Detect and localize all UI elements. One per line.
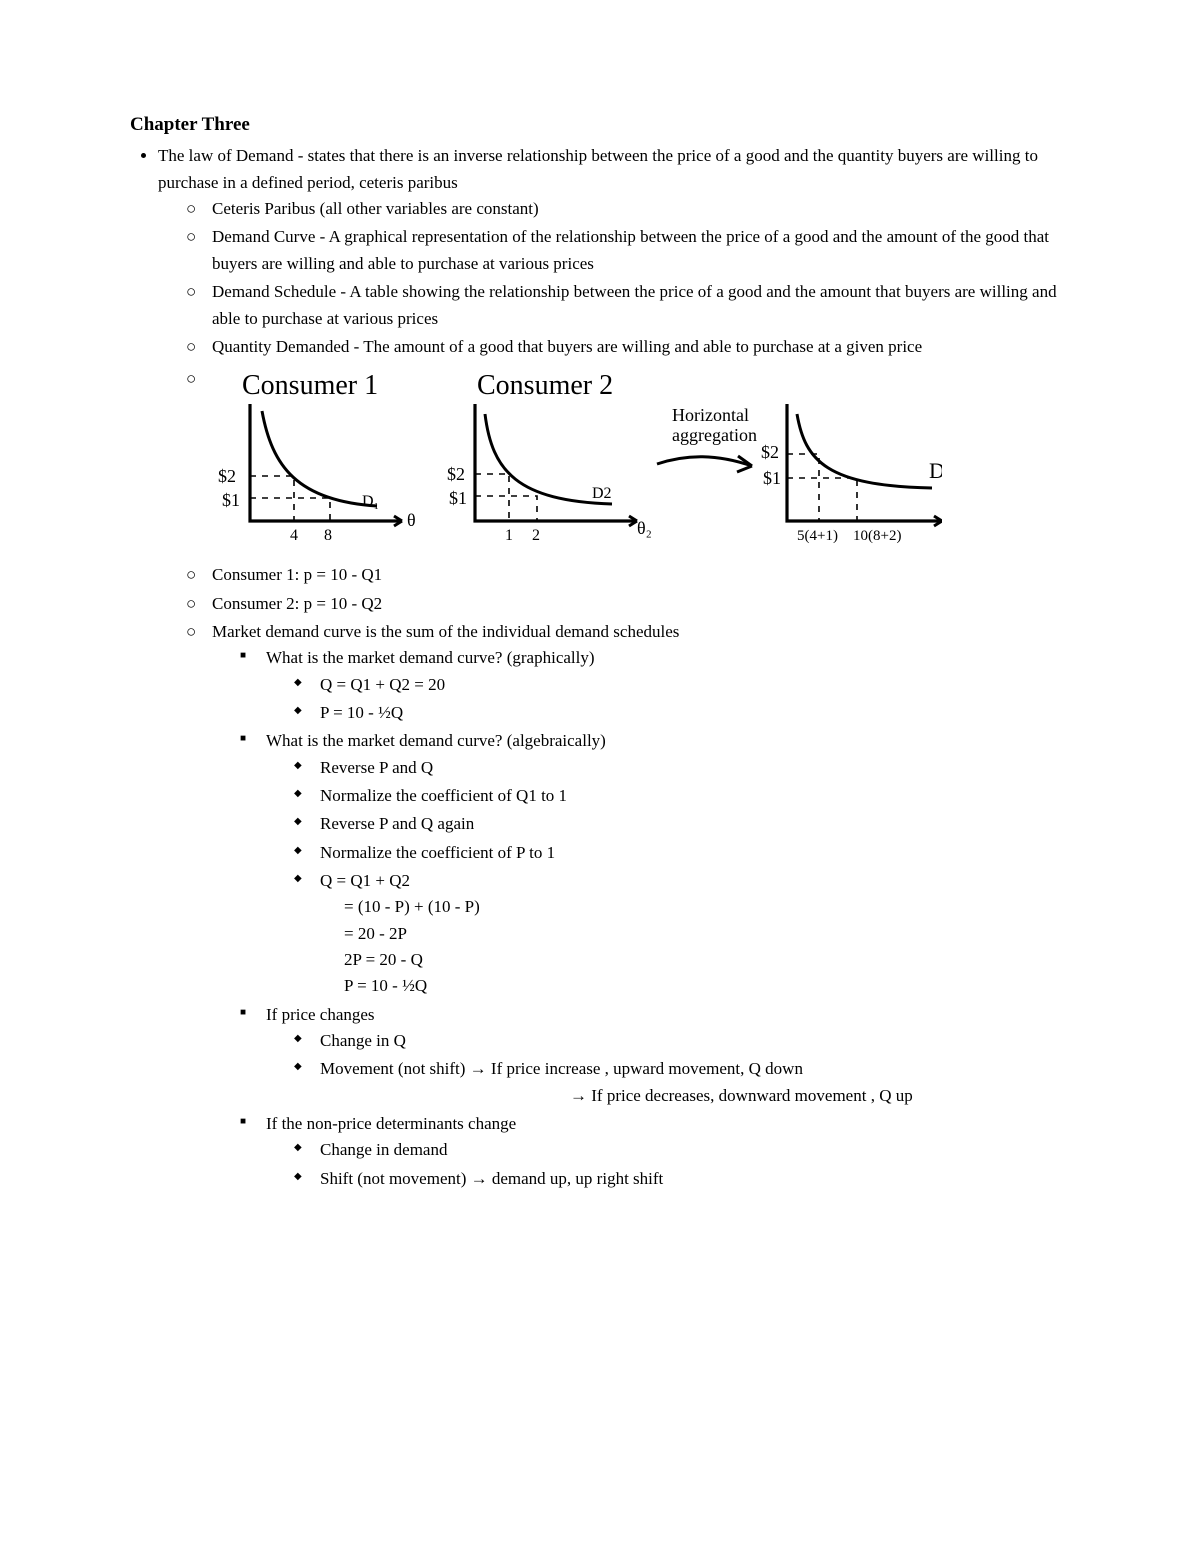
sketch-market: D $2 $1 5(4+1) 10(8+2) (761, 404, 942, 544)
mg-eq-1: Q = Q1 + Q2 = 20 (320, 675, 445, 694)
sketch-c1-title: Consumer 1 (242, 370, 378, 401)
demand-schedule-text: Demand Schedule - A table showing the re… (212, 282, 1057, 327)
l4-item: Normalize the coefficient of Q1 to 1 (320, 783, 1070, 809)
l3-item: What is the market demand curve? (graphi… (266, 645, 1070, 726)
sketch-c2-title: Consumer 2 (477, 370, 613, 401)
mg-eq-2: P = 10 - ½Q (320, 703, 403, 722)
l2-item: Ceteris Paribus (all other variables are… (212, 196, 1070, 222)
sketch-c1-guide-2 (250, 498, 330, 521)
sketch-c2-p1: $1 (449, 488, 467, 508)
sketch-c2-guide-2 (475, 496, 537, 521)
pc-movement-up: Movement (not shift) → If price increase… (320, 1059, 803, 1078)
sketch-c1-d-label: D₁ (362, 493, 379, 510)
sketch-c1-p2: $2 (218, 466, 236, 486)
l4-item: Change in demand (320, 1137, 1070, 1163)
ma-eq-a: = (10 - P) + (10 - P) (344, 894, 1070, 920)
pc-movement-down: → If price decreases, downward movement … (320, 1083, 1070, 1109)
quantity-demanded-text: Quantity Demanded - The amount of a good… (212, 337, 922, 356)
sketch-c2-qsym: θ₂ (637, 518, 652, 538)
bullet-list-l4: Q = Q1 + Q2 = 20 P = 10 - ½Q (320, 672, 1070, 727)
l4-item: Q = Q1 + Q2 = (10 - P) + (10 - P) = 20 -… (320, 868, 1070, 1000)
sketch-c1-p1: $1 (222, 490, 240, 510)
document-page: Chapter Three The law of Demand - states… (0, 0, 1200, 1553)
l3-item: What is the market demand curve? (algebr… (266, 728, 1070, 999)
sketch-c2-d-label: D2 (592, 485, 612, 502)
ma-step-2: Normalize the coefficient of Q1 to 1 (320, 786, 567, 805)
l4-item: Change in Q (320, 1028, 1070, 1054)
l4-item: Normalize the coefficient of P to 1 (320, 840, 1070, 866)
l4-item: Shift (not movement) → demand up, up rig… (320, 1166, 1070, 1192)
ma-eq-c: 2P = 20 - Q (344, 947, 1070, 973)
sketch-ha-label-2: aggregation (672, 425, 757, 445)
market-demand-intro: Market demand curve is the sum of the in… (212, 622, 679, 641)
sketch-m-q10: 10(8+2) (853, 528, 901, 544)
sketch-m-q5: 5(4+1) (797, 528, 838, 544)
sketch-c2-p2: $2 (447, 464, 465, 484)
np-shift: Shift (not movement) → demand up, up rig… (320, 1169, 663, 1188)
np-change-demand: Change in demand (320, 1140, 447, 1159)
sketch-c2-q1: 1 (505, 527, 513, 544)
sketch-m-curve (797, 414, 932, 488)
l1-item: The law of Demand - states that there is… (158, 143, 1070, 1192)
l2-item: Demand Schedule - A table showing the re… (212, 279, 1070, 332)
sketch-arrow-group: Horizontal aggregation (657, 405, 757, 472)
ma-eq-d: P = 10 - ½Q (344, 973, 1070, 999)
sketch-m-p1: $1 (763, 468, 781, 488)
sketch-ha-label-1: Horizontal (672, 405, 749, 425)
demand-sketch-svg: Consumer 1 D₁ $ (212, 366, 942, 556)
ma-step-1: Reverse P and Q (320, 758, 433, 777)
bullet-list-l1: The law of Demand - states that there is… (158, 143, 1070, 1192)
l4-item: Q = Q1 + Q2 = 20 (320, 672, 1070, 698)
law-of-demand-text: The law of Demand - states that there is… (158, 146, 1038, 191)
non-price-head: If the non-price determinants change (266, 1114, 516, 1133)
sketch-consumer-1: Consumer 1 D₁ $ (218, 370, 416, 544)
sketch-c2-q2: 2 (532, 527, 540, 544)
bullet-list-l2: Ceteris Paribus (all other variables are… (212, 196, 1070, 1192)
chapter-title: Chapter Three (130, 110, 1070, 139)
l2-item: Consumer 1: p = 10 - Q1 (212, 562, 1070, 588)
sketch-c1-curve (262, 411, 377, 506)
l4-item: Reverse P and Q (320, 755, 1070, 781)
l2-item-sketch: Consumer 1 D₁ $ (212, 366, 1070, 556)
bullet-list-l3: What is the market demand curve? (graphi… (266, 645, 1070, 1192)
l2-item: Demand Curve - A graphical representatio… (212, 224, 1070, 277)
sketch-c2-guide-1 (475, 474, 509, 521)
l2-item: Quantity Demanded - The amount of a good… (212, 334, 1070, 360)
ma-step-4: Normalize the coefficient of P to 1 (320, 843, 555, 862)
market-alg-q: What is the market demand curve? (algebr… (266, 731, 606, 750)
demand-curve-text: Demand Curve - A graphical representatio… (212, 227, 1049, 272)
sketch-consumer-2: Consumer 2 D2 $2 $1 1 2 (447, 370, 652, 544)
l4-item: Movement (not shift) → If price increase… (320, 1056, 1070, 1109)
bullet-list-l4: Change in Q Movement (not shift) → If pr… (320, 1028, 1070, 1109)
ma-eq-b: = 20 - 2P (344, 921, 1070, 947)
bullet-list-l4: Change in demand Shift (not movement) → … (320, 1137, 1070, 1192)
market-graph-q: What is the market demand curve? (graphi… (266, 648, 595, 667)
bullet-list-l4: Reverse P and Q Normalize the coefficien… (320, 755, 1070, 1000)
l4-item: P = 10 - ½Q (320, 700, 1070, 726)
sketch-m-guide-1 (787, 454, 819, 521)
sketch-c1-q4: 4 (290, 527, 298, 544)
sketch-c1-q8: 8 (324, 527, 332, 544)
l3-item: If the non-price determinants change Cha… (266, 1111, 1070, 1192)
l2-item: Market demand curve is the sum of the in… (212, 619, 1070, 1192)
ma-step-3: Reverse P and Q again (320, 814, 474, 833)
l2-item: Consumer 2: p = 10 - Q2 (212, 591, 1070, 617)
sketch-row: Consumer 1 D₁ $ (212, 366, 1070, 556)
sketch-c1-axes (250, 404, 402, 521)
sketch-big-arrow-shaft (657, 457, 752, 466)
pc-change-q: Change in Q (320, 1031, 406, 1050)
consumer-2-eq: Consumer 2: p = 10 - Q2 (212, 594, 382, 613)
sketch-m-p2: $2 (761, 442, 779, 462)
l4-item: Reverse P and Q again (320, 811, 1070, 837)
ma-eq-head: Q = Q1 + Q2 (320, 871, 410, 890)
sketch-m-d-label: D (929, 458, 942, 483)
consumer-1-eq: Consumer 1: p = 10 - Q1 (212, 565, 382, 584)
price-changes-head: If price changes (266, 1005, 375, 1024)
ceteris-paribus-text: Ceteris Paribus (all other variables are… (212, 199, 539, 218)
sketch-m-guide-2 (787, 478, 857, 521)
l3-item: If price changes Change in Q Movement (n… (266, 1002, 1070, 1109)
sketch-m-axes (787, 404, 942, 521)
sketch-c1-qsym: θ (407, 510, 416, 530)
